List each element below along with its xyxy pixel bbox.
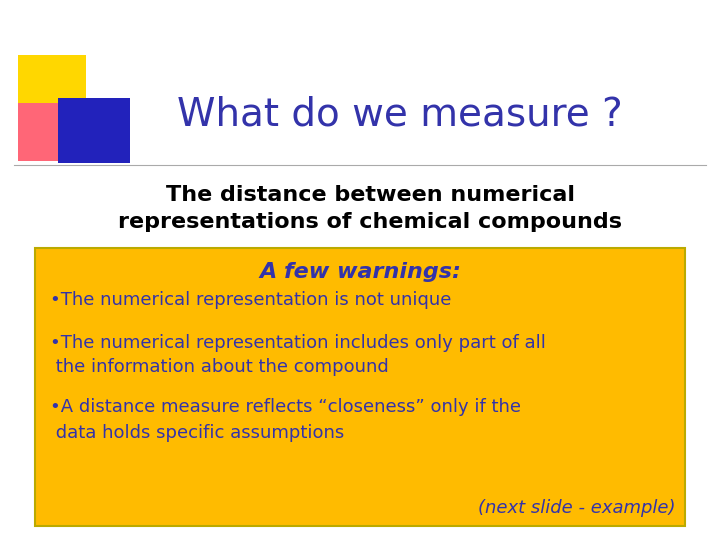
FancyBboxPatch shape: [35, 248, 685, 526]
Text: •The numerical representation is not unique: •The numerical representation is not uni…: [50, 291, 451, 309]
Text: representations of chemical compounds: representations of chemical compounds: [118, 212, 622, 232]
Text: A few warnings:: A few warnings:: [259, 262, 461, 282]
Text: (next slide - example): (next slide - example): [477, 499, 675, 517]
Bar: [18, 55, 86, 123]
Bar: [58, 98, 130, 163]
Bar: [18, 103, 86, 161]
Text: •A distance measure reflects “closeness” only if the
 data holds specific assump: •A distance measure reflects “closeness”…: [50, 399, 521, 442]
Text: The distance between numerical: The distance between numerical: [166, 185, 575, 205]
Text: •The numerical representation includes only part of all
 the information about t: •The numerical representation includes o…: [50, 334, 546, 376]
Text: What do we measure ?: What do we measure ?: [177, 96, 623, 134]
